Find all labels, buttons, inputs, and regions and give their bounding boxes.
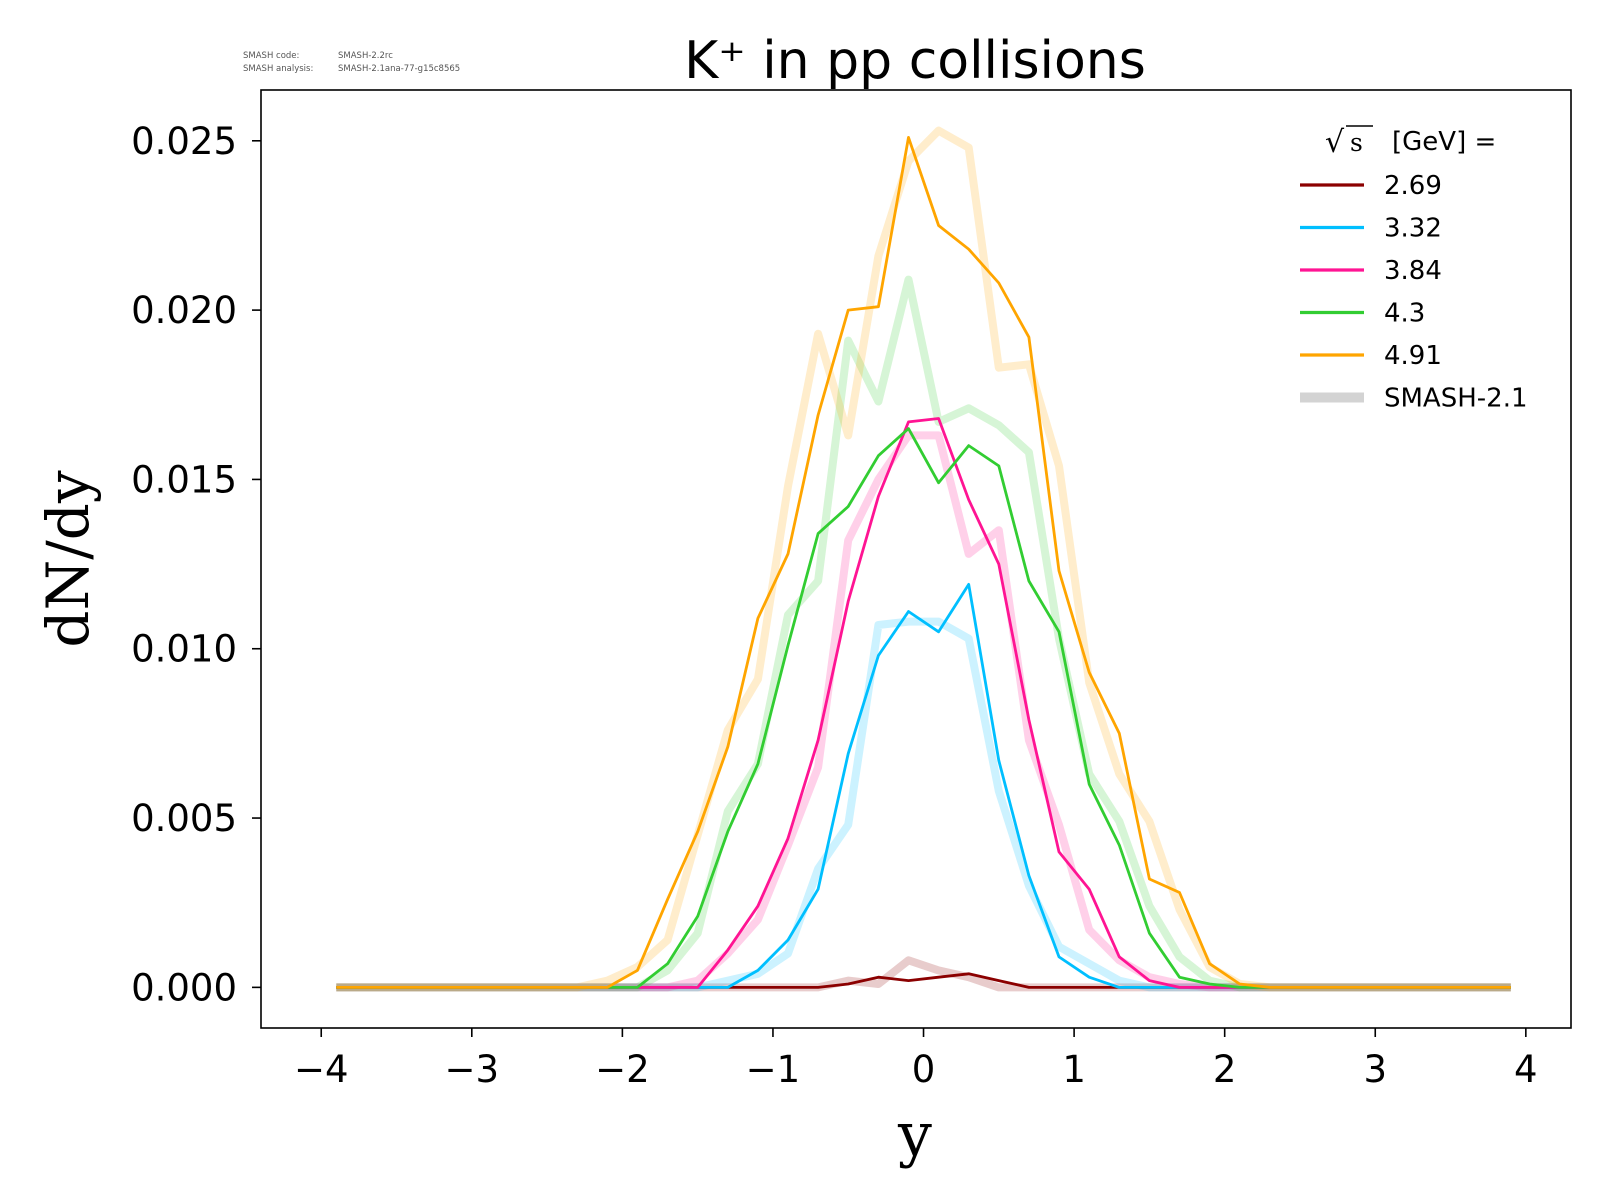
x-tick-label: −4 xyxy=(294,1048,349,1091)
reference-line-2-69 xyxy=(336,956,1511,992)
y-tick-label: 0.005 xyxy=(131,797,237,840)
legend-label: 3.84 xyxy=(1384,256,1442,286)
legend-sqrt-symbol: √ xyxy=(1325,125,1345,160)
reference-lines xyxy=(336,126,1511,992)
reference-line-3-84 xyxy=(336,431,1511,992)
legend: √ s [GeV] = 2.69 3.32 3.84 4.3 4.91 SMASH-2.1 xyxy=(1300,125,1528,414)
y-tick-label: 0.025 xyxy=(131,120,237,163)
y-axis-ticks: 0.000 0.005 0.010 0.015 0.020 0.025 xyxy=(131,120,261,1009)
legend-label: 4.3 xyxy=(1384,299,1425,329)
series-line-3-32 xyxy=(336,583,1511,989)
legend-title-units: [GeV] = xyxy=(1392,127,1496,157)
x-axis-label: y xyxy=(897,1100,932,1170)
y-tick-label: 0.000 xyxy=(131,966,237,1009)
series-line-4-3 xyxy=(336,427,1511,989)
x-tick-label: −2 xyxy=(595,1048,650,1091)
legend-label: 2.69 xyxy=(1384,171,1442,201)
x-tick-label: 2 xyxy=(1213,1048,1237,1091)
legend-label: SMASH-2.1 xyxy=(1384,384,1528,414)
legend-title-s: s xyxy=(1350,128,1363,157)
x-tick-label: 0 xyxy=(912,1048,936,1091)
reference-line-3-32 xyxy=(336,617,1511,992)
smash-analysis-value: SMASH-2.1ana-77-g15c8565 xyxy=(338,64,460,74)
y-tick-label: 0.010 xyxy=(131,628,237,671)
x-tick-label: −1 xyxy=(746,1048,801,1091)
x-tick-label: −3 xyxy=(445,1048,500,1091)
y-tick-label: 0.020 xyxy=(131,289,237,332)
x-axis-ticks: −4 −3 −2 −1 0 1 2 3 4 xyxy=(294,1028,1538,1091)
x-tick-label: 1 xyxy=(1062,1048,1086,1091)
smash-code-label: SMASH code: xyxy=(243,51,299,61)
smash-analysis-label: SMASH analysis: xyxy=(243,64,313,74)
reference-line-4-91 xyxy=(336,126,1511,992)
chart-title: K⁺ in pp collisions xyxy=(684,31,1146,91)
smash-code-value: SMASH-2.2rc xyxy=(338,51,393,61)
y-axis-label: dN/dy xyxy=(34,470,102,648)
series-lines xyxy=(336,135,1511,989)
legend-entries: 2.69 3.32 3.84 4.3 4.91 SMASH-2.1 xyxy=(1300,171,1528,414)
x-tick-label: 3 xyxy=(1363,1048,1387,1091)
reference-line-4-3 xyxy=(336,275,1511,992)
legend-label: 3.32 xyxy=(1384,214,1442,244)
plot-frame xyxy=(260,89,1572,1029)
series-line-3-84 xyxy=(336,417,1511,989)
legend-label: 4.91 xyxy=(1384,341,1442,371)
y-tick-label: 0.015 xyxy=(131,458,237,501)
x-tick-label: 4 xyxy=(1514,1048,1538,1091)
series-line-4-91 xyxy=(336,135,1511,989)
